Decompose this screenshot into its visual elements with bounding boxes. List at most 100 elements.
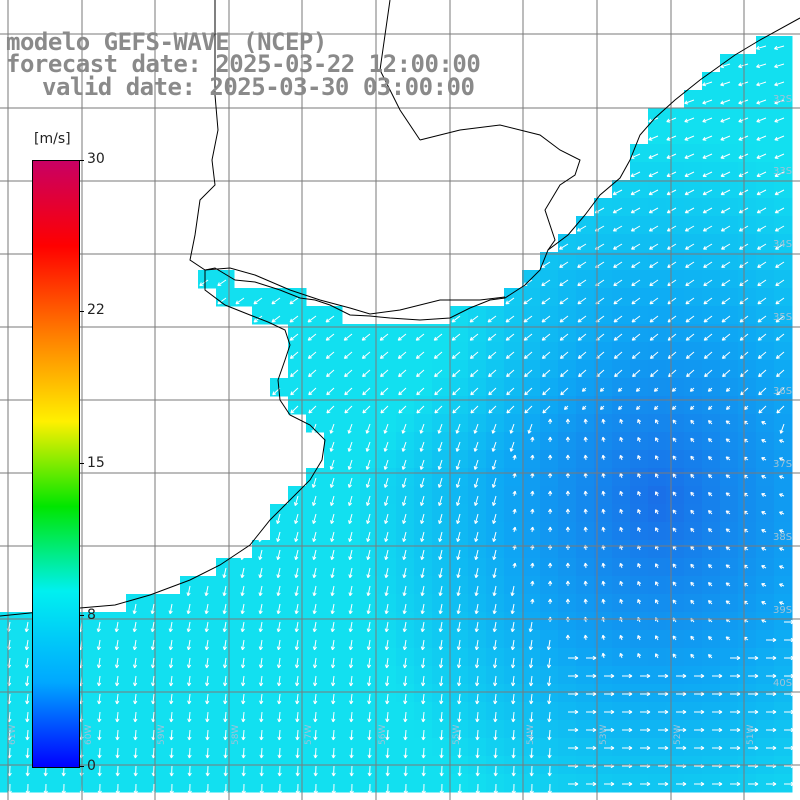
field-cell (216, 612, 235, 631)
wind-arrow (403, 693, 408, 705)
wind-arrow (457, 765, 462, 777)
field-cell (702, 360, 721, 379)
wind-arrow (707, 438, 713, 443)
wind-arrow (313, 765, 318, 777)
wind-arrow (583, 454, 588, 461)
wind-arrow (702, 153, 713, 159)
wind-arrow (187, 693, 192, 705)
field-cell (666, 666, 685, 685)
wind-arrow (223, 711, 228, 723)
field-cell (414, 576, 433, 595)
wind-arrow (222, 585, 227, 597)
wind-arrow (565, 526, 571, 533)
wind-arrow (775, 333, 785, 341)
field-cell (594, 540, 613, 559)
wind-arrow (97, 711, 102, 723)
field-cell (342, 594, 361, 613)
field-cell (378, 666, 397, 685)
wind-arrow (294, 603, 299, 615)
wind-arrow (398, 369, 407, 378)
field-cell (306, 648, 325, 667)
field-cell (504, 666, 523, 685)
wind-arrow (348, 657, 354, 669)
field-cell (306, 558, 325, 577)
wind-arrow (347, 441, 353, 452)
wind-arrow (619, 580, 624, 587)
field-cell (414, 504, 433, 523)
field-cell (774, 36, 793, 55)
field-cell (720, 720, 739, 739)
wind-arrow (509, 423, 515, 434)
field-cell (648, 108, 667, 127)
wind-arrow (559, 297, 569, 305)
wind-arrow (348, 603, 353, 615)
wind-arrow (547, 436, 553, 443)
wind-arrow (115, 765, 120, 777)
wind-arrow (604, 745, 615, 751)
field-cell (594, 612, 613, 631)
field-cell (702, 126, 721, 145)
wind-arrow (312, 603, 317, 615)
wind-arrow (637, 653, 642, 659)
wind-vector-arrows (6, 27, 795, 795)
wind-arrow (290, 369, 299, 378)
wind-arrow (330, 513, 335, 524)
field-cell (486, 450, 505, 469)
field-cell (360, 576, 379, 595)
wind-arrow (672, 437, 677, 443)
field-cell (648, 666, 667, 685)
wind-arrow (672, 635, 677, 641)
field-cell (0, 774, 19, 793)
wind-arrow (703, 279, 713, 287)
wind-arrow (528, 657, 534, 669)
wind-arrow (474, 639, 479, 651)
field-cell (234, 558, 253, 577)
wind-arrow (187, 747, 192, 759)
wind-arrow (694, 709, 705, 715)
field-cell (252, 576, 271, 595)
field-cell (576, 432, 595, 451)
wind-arrow (613, 243, 623, 250)
wind-arrow (186, 639, 191, 651)
wind-arrow (294, 621, 299, 633)
field-cell (360, 774, 379, 793)
wind-arrow (784, 745, 795, 751)
field-cell (486, 432, 505, 451)
wind-arrow (725, 636, 731, 641)
wind-arrow (433, 351, 443, 359)
wind-arrow (690, 581, 695, 587)
field-cell (522, 360, 541, 379)
wind-arrow (694, 691, 705, 697)
wind-arrow (766, 637, 777, 643)
wind-arrow (666, 189, 677, 196)
wind-arrow (349, 711, 354, 723)
field-cell (234, 630, 253, 649)
wind-arrow (565, 598, 571, 605)
wind-arrow (676, 673, 687, 679)
field-cell (576, 522, 595, 541)
field-cell (360, 450, 379, 469)
wind-arrow (649, 351, 659, 359)
field-cell (288, 504, 307, 523)
wind-arrow (205, 693, 210, 705)
field-cell (468, 414, 487, 433)
field-cell (54, 774, 73, 793)
wind-arrow (757, 279, 767, 287)
wind-arrow (205, 765, 210, 777)
wind-arrow (689, 387, 695, 392)
wind-arrow (366, 513, 371, 524)
field-cell (414, 414, 433, 433)
wind-arrow (294, 567, 299, 579)
field-cell (396, 594, 415, 613)
field-cell (396, 720, 415, 739)
wind-arrow (690, 509, 695, 515)
wind-arrow (725, 600, 731, 605)
field-cell (216, 774, 235, 793)
field-cell (594, 774, 613, 793)
field-cell (612, 666, 631, 685)
field-cell (720, 342, 739, 361)
field-cell (324, 720, 343, 739)
wind-arrow (97, 765, 102, 777)
field-cell (504, 378, 523, 397)
field-cell (576, 720, 595, 739)
